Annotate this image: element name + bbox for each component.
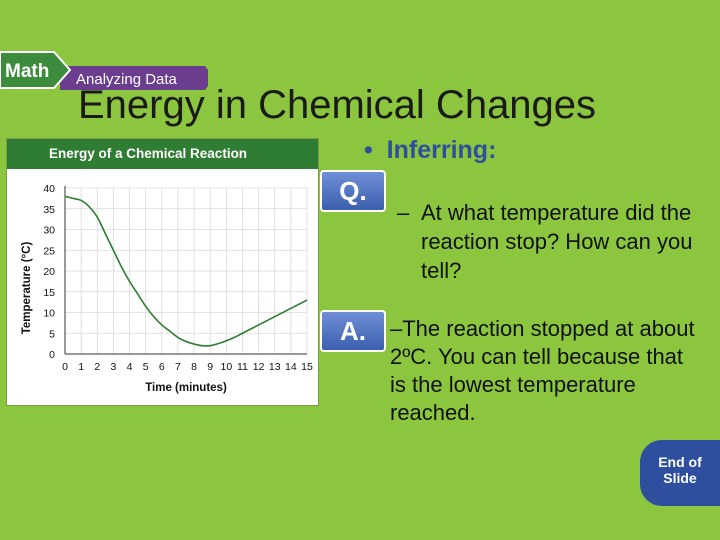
answer-text: –The reaction stopped at about 2ºC. You … — [390, 316, 695, 425]
y-tick-label: 40 — [43, 183, 55, 195]
banner-math-label: Math — [5, 61, 49, 82]
x-tick-label: 1 — [78, 361, 84, 373]
x-tick-label: 9 — [207, 361, 213, 373]
question-dash: – — [397, 200, 410, 225]
y-tick-label: 15 — [43, 287, 55, 299]
x-axis-label: Time (minutes) — [145, 382, 227, 394]
end-of-slide-button[interactable]: End of Slide — [640, 440, 720, 506]
x-tick-label: 10 — [220, 361, 232, 373]
x-tick-label: 2 — [94, 361, 100, 373]
question-badge: Q. — [320, 170, 386, 212]
end-of-slide-line1: End of — [658, 454, 702, 470]
inferring-label: Inferring: — [386, 136, 497, 164]
x-tick-label: 6 — [159, 361, 165, 373]
x-tick-label: 0 — [62, 361, 68, 373]
y-axis-label: Temperature (°C) — [21, 242, 33, 335]
y-tick-label: 20 — [43, 266, 55, 278]
bullet-marker: • — [364, 136, 373, 164]
y-tick-label: 30 — [43, 225, 55, 237]
x-tick-label: 3 — [110, 361, 116, 373]
x-tick-labels: 0 1 2 3 4 5 6 7 8 9 10 11 12 13 14 15 — [62, 361, 313, 373]
chart-title: Energy of a Chemical Reaction — [7, 139, 318, 169]
banner-subtitle: Analyzing Data — [76, 71, 178, 88]
x-tick-label: 8 — [191, 361, 197, 373]
slide-title: Energy in Chemical Changes — [78, 83, 597, 127]
x-tick-label: 4 — [127, 361, 133, 373]
x-tick-label: 15 — [301, 361, 313, 373]
banner-purple-tab — [60, 66, 208, 90]
end-of-slide-line2: Slide — [663, 470, 697, 486]
x-tick-label: 5 — [143, 361, 149, 373]
temperature-curve — [64, 195, 308, 347]
inferring-heading: • Inferring: — [364, 136, 496, 165]
y-tick-labels: 0 5 10 15 20 25 30 35 40 — [43, 183, 55, 361]
y-tick-label: 35 — [43, 204, 55, 216]
y-tick-label: 0 — [49, 349, 55, 361]
x-tick-label: 14 — [285, 361, 297, 373]
x-tick-label: 13 — [269, 361, 281, 373]
y-tick-label: 25 — [43, 245, 55, 257]
y-tick-label: 5 — [49, 328, 55, 340]
x-tick-label: 7 — [175, 361, 181, 373]
chart-panel: Energy of a Chemical Reaction 0 5 10 15 20 25… — [6, 138, 319, 406]
question-text: – At what temperature did the reaction st… — [397, 198, 697, 285]
y-tick-label: 10 — [43, 308, 55, 320]
banner-green-arrow — [0, 51, 72, 89]
x-tick-label: 12 — [253, 361, 265, 373]
answer-badge: A. — [320, 310, 386, 352]
chart-axes — [64, 186, 307, 355]
question-body: At what temperature did the reaction sto… — [421, 200, 693, 283]
math-analyzing-data-banner: Math Analyzing Data — [0, 51, 208, 90]
chart-grid — [64, 187, 308, 355]
x-tick-label: 11 — [237, 361, 248, 373]
